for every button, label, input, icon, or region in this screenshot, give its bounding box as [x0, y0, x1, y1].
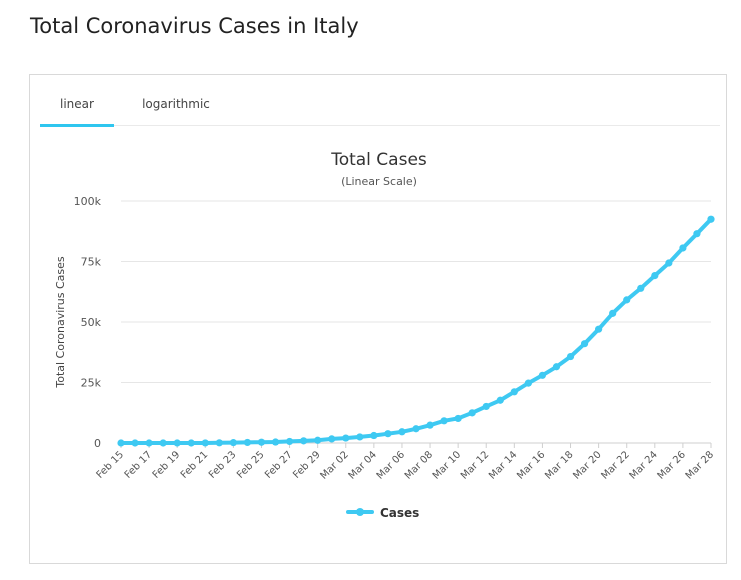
- data-point: [229, 439, 237, 447]
- y-tick-label: 25k: [81, 377, 102, 390]
- data-point: [131, 439, 139, 447]
- tab-linear-label: linear: [60, 97, 94, 111]
- data-point: [468, 409, 476, 417]
- x-tick-label: Feb 27: [263, 449, 295, 481]
- tab-linear[interactable]: linear: [40, 75, 114, 127]
- x-tick-label: Mar 02: [319, 449, 351, 481]
- data-point: [201, 439, 209, 447]
- legend-label-cases: Cases: [380, 506, 419, 520]
- data-point: [651, 271, 659, 280]
- x-tick-label: Mar 12: [459, 449, 491, 481]
- x-tick-label: Feb 21: [179, 449, 211, 481]
- data-point: [328, 435, 336, 443]
- data-point: [609, 309, 617, 317]
- data-point: [285, 437, 294, 446]
- tab-logarithmic[interactable]: logarithmic: [126, 75, 226, 125]
- page-title: Total Coronavirus Cases in Italy: [30, 14, 359, 38]
- data-point: [398, 428, 406, 436]
- data-point: [342, 434, 350, 442]
- data-point: [510, 388, 518, 396]
- total-cases-chart: Total Cases (Linear Scale) 0 25k 50k 75k 100k T…: [54, 150, 716, 520]
- scale-tabs: linear logarithmic: [40, 75, 720, 127]
- data-point: [314, 436, 322, 444]
- tab-logarithmic-label: logarithmic: [142, 97, 210, 111]
- data-point: [679, 244, 687, 252]
- y-tick-label: 0: [94, 437, 101, 450]
- x-tick-label: Mar 24: [628, 449, 660, 481]
- x-tick-label: Feb 19: [151, 449, 183, 481]
- data-point: [580, 340, 589, 348]
- data-point: [693, 230, 701, 238]
- data-point: [412, 425, 420, 433]
- x-tick-label: Feb 15: [95, 449, 127, 481]
- data-point: [482, 402, 490, 411]
- data-point: [356, 433, 364, 441]
- data-point: [440, 417, 448, 425]
- series-line-cases: [119, 217, 713, 445]
- y-tick-label: 100k: [74, 195, 102, 208]
- data-point: [665, 259, 673, 267]
- data-point: [159, 439, 167, 447]
- data-point: [595, 325, 603, 333]
- x-tick-label: Mar 10: [431, 449, 463, 481]
- x-tick-label: Feb 29: [291, 449, 323, 481]
- data-point: [566, 352, 575, 361]
- data-point: [384, 430, 392, 438]
- x-tick-label: Mar 04: [347, 449, 379, 481]
- data-point: [623, 296, 631, 304]
- data-point: [243, 438, 252, 447]
- x-tick-label: Mar 14: [487, 449, 519, 481]
- y-axis-label: Total Coronavirus Cases: [54, 256, 67, 389]
- data-point: [552, 363, 561, 371]
- x-tick-label: Feb 17: [123, 449, 155, 481]
- data-point: [271, 438, 280, 446]
- chart-subtitle: (Linear Scale): [341, 175, 417, 188]
- active-tab-indicator: [40, 124, 114, 127]
- data-point: [370, 431, 378, 440]
- data-point: [117, 439, 125, 447]
- x-tick-label: Mar 26: [656, 449, 688, 481]
- data-point: [173, 439, 181, 447]
- data-point: [215, 439, 223, 447]
- data-point: [496, 396, 504, 404]
- x-tick-label: Mar 08: [403, 449, 435, 481]
- data-point: [707, 215, 715, 223]
- x-tick-label: Mar 06: [375, 449, 407, 481]
- data-point: [524, 379, 532, 387]
- x-tick-label: Mar 20: [571, 449, 603, 481]
- data-point: [637, 284, 645, 292]
- legend-marker: [356, 508, 364, 516]
- x-tick-label: Mar 22: [599, 449, 631, 481]
- y-tick-label: 50k: [81, 316, 102, 329]
- x-tick-label: Mar 18: [543, 449, 575, 481]
- data-point: [538, 371, 547, 379]
- x-tick-label: Feb 25: [235, 449, 267, 481]
- x-tick-label: Mar 16: [515, 449, 547, 481]
- y-tick-label: 75k: [81, 256, 102, 269]
- data-point: [300, 437, 308, 445]
- data-point: [187, 439, 195, 447]
- data-point: [145, 439, 153, 447]
- data-point: [257, 438, 266, 446]
- chart-card: linear logarithmic Total Cases (Linear Sc…: [29, 74, 727, 564]
- data-point: [454, 414, 462, 423]
- x-tick-label: Feb 23: [207, 449, 239, 481]
- x-tick-label: Mar 28: [684, 449, 716, 481]
- data-point: [426, 421, 434, 429]
- chart-title: Total Cases: [330, 150, 427, 170]
